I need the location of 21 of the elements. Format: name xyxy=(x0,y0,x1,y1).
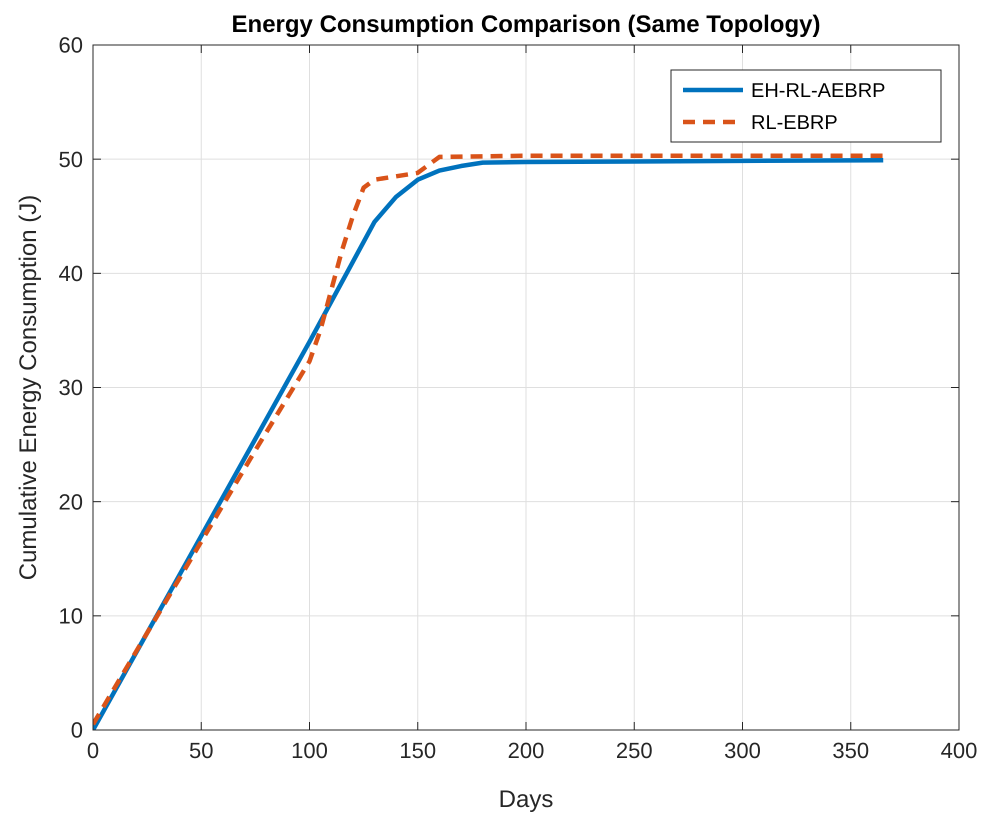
y-tick-label: 20 xyxy=(58,489,83,514)
x-axis-title: Days xyxy=(498,786,554,813)
chart-title: Energy Consumption Comparison (Same Topology) xyxy=(232,11,820,38)
x-tick-label: 0 xyxy=(86,738,100,763)
y-axis-title: Cumulative Energy Consumption (J) xyxy=(15,194,42,580)
x-tick-label: 350 xyxy=(832,738,870,763)
x-tick-label: 250 xyxy=(616,738,653,763)
x-tick-label: 50 xyxy=(189,738,214,763)
y-tick-label: 60 xyxy=(58,32,83,58)
y-tick-label: 10 xyxy=(58,604,83,629)
x-tick-label: 300 xyxy=(724,738,761,763)
x-tick-label: 400 xyxy=(940,738,978,763)
y-tick-label: 0 xyxy=(70,718,83,743)
legend-label: RL-EBRP xyxy=(751,112,838,134)
x-tick-label: 100 xyxy=(291,738,328,763)
y-tick-label: 40 xyxy=(58,261,83,286)
x-tick-label: 150 xyxy=(399,738,436,763)
legend-label: EH-RL-AEBRP xyxy=(751,80,886,102)
x-tick-label: 200 xyxy=(508,738,544,763)
y-tick-label: 30 xyxy=(58,375,83,400)
y-tick-label: 50 xyxy=(58,146,83,172)
